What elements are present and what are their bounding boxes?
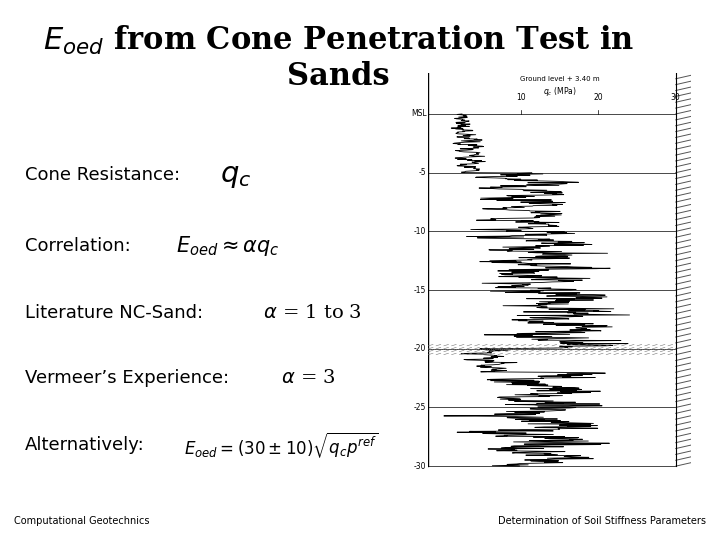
Text: $E_{oed}$ from Cone Penetration Test in
Sands: $E_{oed}$ from Cone Penetration Test in …	[42, 24, 634, 92]
Text: $E_{oed} = (30 \pm 10)\sqrt{q_c p^{ref}}$: $E_{oed} = (30 \pm 10)\sqrt{q_c p^{ref}}…	[184, 431, 378, 460]
Text: Determination of Soil Stiffness Parameters: Determination of Soil Stiffness Paramete…	[498, 516, 706, 526]
Text: 10: 10	[516, 93, 526, 102]
Text: 20: 20	[593, 93, 603, 102]
Text: -5: -5	[418, 168, 426, 177]
Text: -30: -30	[413, 462, 426, 471]
Text: Alternatively:: Alternatively:	[25, 436, 145, 455]
Text: Vermeer’s Experience:: Vermeer’s Experience:	[25, 369, 230, 387]
Text: $q_c$: $q_c$	[220, 161, 251, 190]
Text: $\alpha$ = 1 to 3: $\alpha$ = 1 to 3	[263, 304, 361, 322]
Text: -20: -20	[414, 345, 426, 353]
Text: Correlation:: Correlation:	[25, 237, 131, 255]
Text: Computational Geotechnics: Computational Geotechnics	[14, 516, 150, 526]
Text: -10: -10	[414, 227, 426, 236]
Text: Ground level + 3.40 m: Ground level + 3.40 m	[520, 77, 600, 83]
Text: Cone Resistance:: Cone Resistance:	[25, 166, 180, 185]
Text: MSL: MSL	[411, 110, 427, 118]
Text: $E_{oed} \approx \alpha q_c$: $E_{oed} \approx \alpha q_c$	[176, 234, 280, 258]
Text: $\alpha$ = 3: $\alpha$ = 3	[281, 369, 336, 387]
Text: Literature NC-Sand:: Literature NC-Sand:	[25, 304, 203, 322]
Text: 30: 30	[671, 93, 680, 102]
Text: -15: -15	[414, 286, 426, 295]
Text: $q_c$ (MPa): $q_c$ (MPa)	[543, 85, 577, 98]
Text: -25: -25	[414, 403, 426, 412]
